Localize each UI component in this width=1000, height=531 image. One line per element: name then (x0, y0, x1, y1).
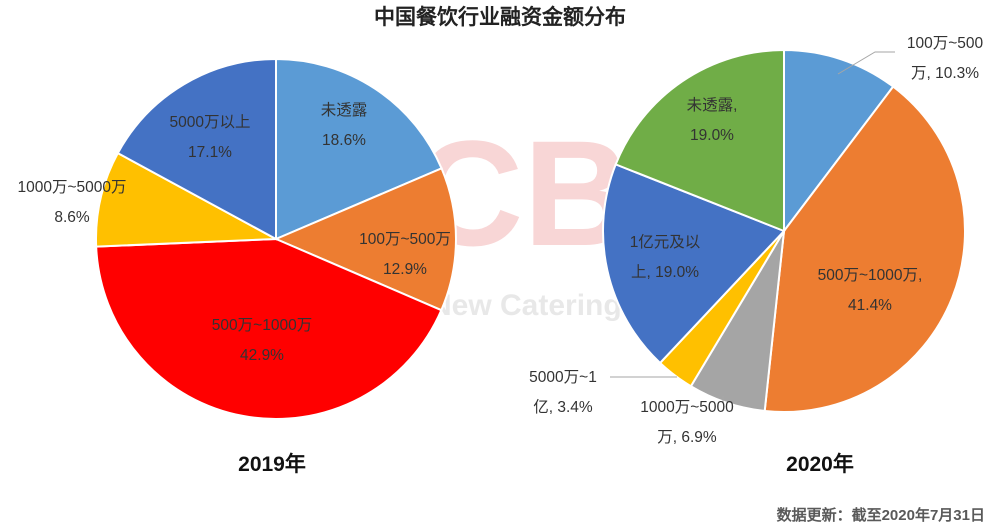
pie-slice-2019-0 (275, 57, 443, 241)
label-2019-500-1000-name: 500万~1000万 (212, 317, 312, 334)
pie-slice-2020-0 (783, 48, 895, 234)
label-2019-5000plus-name: 5000万以上 (170, 113, 251, 131)
label-2019-100-500-value: 12.9% (383, 261, 427, 278)
label-2020-5000-1yi-value: 亿, 3.4% (533, 398, 593, 416)
pie-slice-2019-1 (273, 167, 458, 312)
pie-slice-2020-5 (614, 48, 785, 233)
leader-lines-2020 (610, 51, 895, 402)
labels-2020: 100万~500 万, 10.3% 500万~1000万, 41.4% 1000… (529, 35, 983, 446)
label-2020-1yi-plus-value: 上, 19.0% (631, 263, 699, 281)
watermark-sub: New Catering (430, 289, 622, 322)
pie-2020 (602, 48, 966, 413)
label-2020-100-500-name: 100万~500 (907, 35, 984, 52)
year-caption-2019: 2019年 (238, 452, 306, 476)
label-2020-100-500-value: 万, 10.3% (911, 65, 979, 82)
label-2019-100-500-name: 100万~500万 (359, 231, 451, 248)
label-2020-5000-1yi-name: 5000万~1 (529, 369, 597, 386)
chart-title: 中国餐饮行业融资金额分布 (374, 5, 626, 29)
label-2019-500-1000-value: 42.9% (240, 347, 284, 364)
label-2020-500-1000-value: 41.4% (848, 297, 892, 314)
pie-slice-2019-3 (95, 151, 280, 248)
year-caption-2020: 2020年 (786, 452, 854, 476)
label-2020-1000-5000-value: 万, 6.9% (657, 429, 717, 446)
leader-line-100-500 (837, 51, 895, 75)
label-2019-5000plus-value: 17.1% (188, 144, 232, 161)
label-2019-undisclosed-name: 未透露 (321, 101, 368, 119)
label-2020-500-1000-name: 500万~1000万, (818, 267, 923, 284)
label-2020-undisclosed-value: 19.0% (690, 127, 734, 144)
pie-slice-2019-4 (116, 57, 277, 241)
pie-slice-2020-1 (763, 85, 966, 413)
label-2019-undisclosed-value: 18.6% (322, 132, 366, 149)
label-2019-1000-5000-value: 8.6% (54, 209, 90, 226)
pie-slice-2019-2 (95, 237, 443, 421)
data-update-note: 数据更新：截至2020年7月31日 (777, 506, 985, 524)
pie-2019 (95, 57, 458, 421)
label-2020-1yi-plus-name: 1亿元及以 (630, 233, 701, 251)
label-2020-undisclosed-name: 未透露, (687, 96, 738, 114)
label-2020-1000-5000-name: 1000万~5000 (640, 399, 734, 416)
labels-2019: 未透露 18.6% 100万~500万 12.9% 500万~1000万 42.… (17, 101, 450, 364)
label-2019-1000-5000-name: 1000万~5000万 (17, 179, 126, 196)
